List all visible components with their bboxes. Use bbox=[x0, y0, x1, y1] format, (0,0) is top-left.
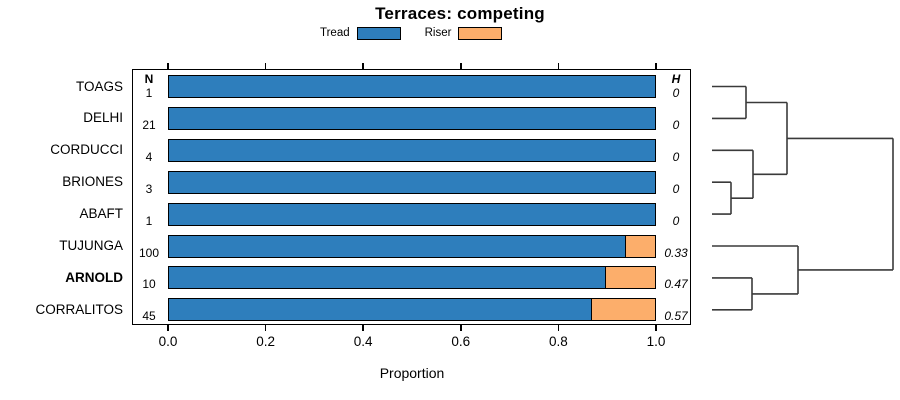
x-axis-tick-label: 0.6 bbox=[451, 334, 471, 349]
y-axis-label: ARNOLD bbox=[65, 269, 123, 285]
x-axis-tick-label: 0.0 bbox=[158, 334, 178, 349]
bar-riser bbox=[590, 298, 656, 322]
y-axis-label: TOAGS bbox=[75, 78, 123, 94]
bar-riser bbox=[624, 234, 656, 258]
x-axis-tick-bottom bbox=[167, 325, 169, 331]
y-axis-label: BRIONES bbox=[62, 174, 123, 190]
n-value: 3 bbox=[145, 181, 153, 196]
n-column-header: N bbox=[144, 72, 154, 86]
bar-tread bbox=[168, 106, 656, 130]
bar-tread bbox=[168, 298, 593, 322]
y-axis-label: CORDUCCI bbox=[50, 142, 123, 158]
x-axis-tick-label: 0.8 bbox=[549, 334, 568, 349]
x-axis-tick-top bbox=[167, 63, 169, 69]
y-axis-label: CORRALITOS bbox=[35, 301, 123, 317]
chart-title: Terraces: competing bbox=[375, 4, 545, 23]
legend: Tread Riser bbox=[320, 26, 503, 40]
n-value: 21 bbox=[142, 117, 156, 132]
legend-label-tread: Tread bbox=[320, 27, 350, 39]
x-axis-tick-top bbox=[655, 63, 657, 69]
x-axis-tick-label: 0.2 bbox=[256, 334, 275, 349]
x-axis-tick-top bbox=[362, 63, 364, 69]
h-value: 0 bbox=[672, 181, 680, 196]
n-value: 10 bbox=[142, 277, 156, 292]
x-axis-tick-top bbox=[264, 63, 267, 69]
bar-tread bbox=[168, 234, 627, 258]
legend-label-riser: Riser bbox=[424, 27, 452, 39]
n-value: 1 bbox=[145, 213, 153, 228]
h-value: 0.57 bbox=[664, 309, 688, 324]
h-value: 0 bbox=[672, 86, 680, 100]
x-axis-tick-label: 1.0 bbox=[646, 334, 666, 349]
bar-riser bbox=[605, 266, 656, 290]
bar-tread bbox=[168, 170, 656, 194]
y-axis-label: TUJUNGA bbox=[59, 238, 123, 253]
bar-tread bbox=[168, 75, 656, 98]
x-axis-tick-bottom bbox=[655, 325, 657, 331]
bar-tread bbox=[168, 202, 656, 226]
bar-tread bbox=[168, 138, 656, 162]
h-value: 0 bbox=[672, 213, 680, 228]
x-axis-tick-bottom bbox=[460, 325, 462, 331]
n-value: 100 bbox=[138, 245, 160, 260]
h-value: 0.47 bbox=[664, 277, 688, 292]
x-axis-tick-bottom bbox=[362, 325, 364, 331]
bar-tread bbox=[168, 266, 608, 290]
x-axis-tick-top bbox=[460, 63, 462, 69]
h-value: 0 bbox=[672, 117, 680, 132]
x-axis-tick-bottom bbox=[264, 325, 267, 331]
x-axis-tick-top bbox=[557, 63, 560, 69]
x-axis-tick-label: 0.4 bbox=[353, 334, 373, 349]
n-value: 1 bbox=[145, 86, 153, 100]
h-column-header: H bbox=[671, 72, 681, 86]
h-value: 0.33 bbox=[664, 245, 688, 260]
x-axis-tick-bottom bbox=[557, 325, 560, 331]
plot-area-border bbox=[132, 69, 691, 325]
y-axis-label: DELHI bbox=[83, 110, 123, 126]
n-value: 45 bbox=[142, 309, 156, 324]
n-value: 4 bbox=[145, 149, 153, 164]
legend-swatch-tread bbox=[356, 26, 401, 40]
x-axis-title: Proportion bbox=[379, 365, 445, 381]
h-value: 0 bbox=[672, 149, 680, 164]
y-axis-label: ABAFT bbox=[79, 206, 123, 222]
legend-swatch-riser bbox=[458, 26, 503, 40]
